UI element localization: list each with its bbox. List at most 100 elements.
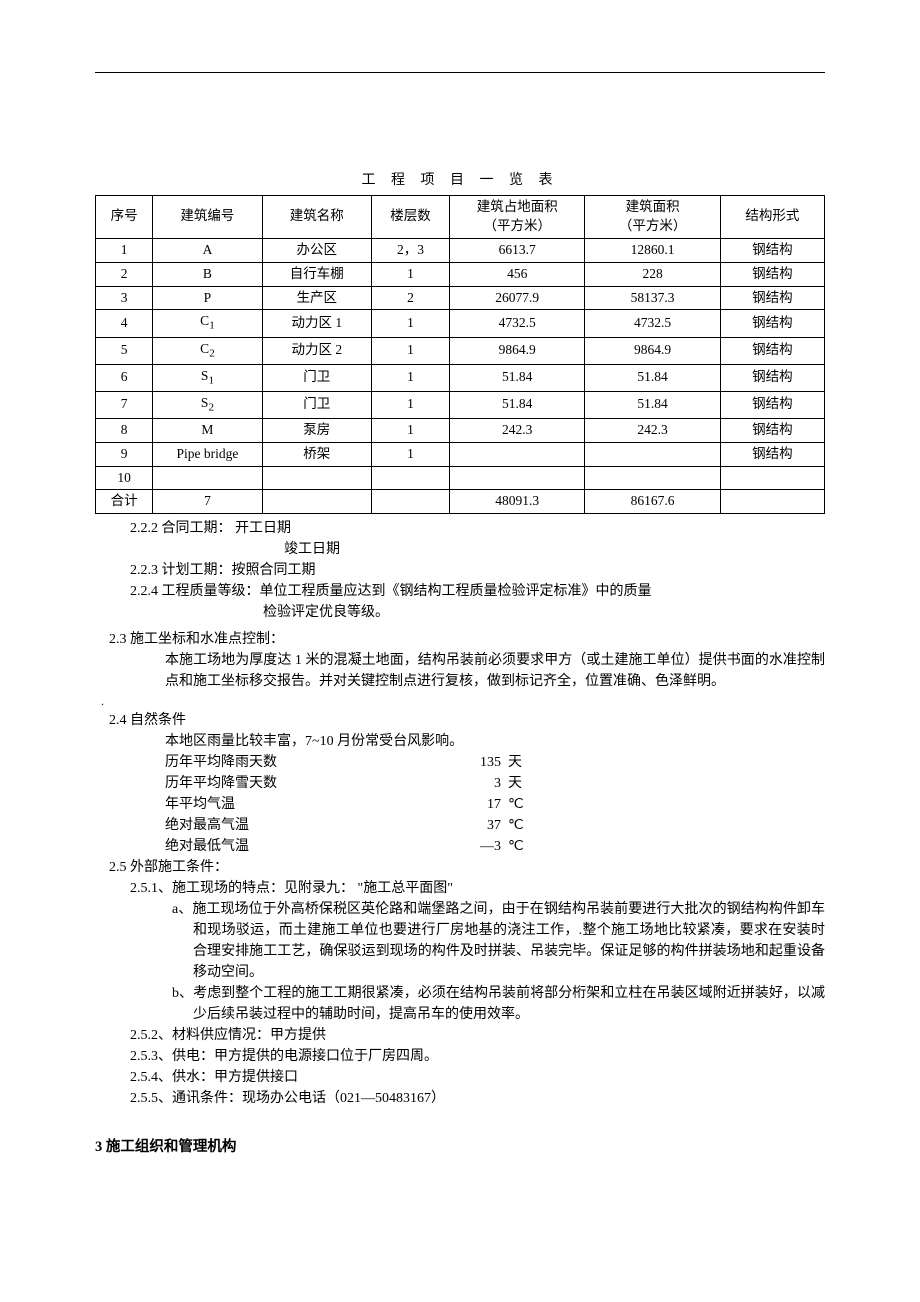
table-cell: 桥架 [262, 442, 371, 466]
table-cell: 2 [371, 286, 449, 310]
condition-row: 历年平均降雪天数3天 [95, 773, 825, 794]
condition-value: 37 [417, 815, 501, 836]
condition-label: 绝对最高气温 [165, 815, 417, 836]
condition-row: 历年平均降雨天数135天 [95, 752, 825, 773]
table-cell: 242.3 [450, 418, 585, 442]
table-cell: 4732.5 [450, 310, 585, 337]
table-cell: 钢结构 [720, 391, 824, 418]
condition-unit: 天 [501, 773, 550, 794]
document-page: 工 程 项 目 一 览 表 序号 建筑编号 建筑名称 楼层数 建筑占地面积（平方… [0, 0, 920, 1219]
conditions-list: 历年平均降雨天数135天历年平均降雪天数3天年平均气温17℃绝对最高气温37℃绝… [95, 752, 825, 857]
table-cell: 泵房 [262, 418, 371, 442]
table-cell: 7 [96, 391, 153, 418]
table-cell: 钢结构 [720, 364, 824, 391]
p-254: 2.5.4、供水：甲方提供接口 [95, 1067, 825, 1088]
table-row: 3P生产区226077.958137.3钢结构 [96, 286, 825, 310]
table-cell: Pipe bridge [153, 442, 262, 466]
table-title: 工 程 项 目 一 览 表 [95, 170, 825, 191]
p-222a: 2.2.2 合同工期： 开工日期 [95, 518, 825, 539]
table-cell: 10 [96, 466, 153, 490]
table-cell: 1 [371, 310, 449, 337]
table-cell: 门卫 [262, 364, 371, 391]
table-body: 1A办公区2，36613.712860.1钢结构2B自行车棚1456228钢结构… [96, 238, 825, 514]
p-224a: 2.2.4 工程质量等级：单位工程质量应达到《钢结构工程质量检验评定标准》中的质… [95, 581, 825, 602]
table-cell: 1 [371, 337, 449, 364]
table-cell: 办公区 [262, 238, 371, 262]
table-cell: 1 [371, 442, 449, 466]
table-cell: C1 [153, 310, 262, 337]
table-cell: 9 [96, 442, 153, 466]
table-cell: 26077.9 [450, 286, 585, 310]
table-cell [371, 490, 449, 514]
table-cell: S2 [153, 391, 262, 418]
table-cell: 1 [371, 364, 449, 391]
table-cell: 8 [96, 418, 153, 442]
table-cell: 钢结构 [720, 337, 824, 364]
table-cell [720, 466, 824, 490]
condition-value: 17 [417, 794, 501, 815]
table-cell: 2 [96, 262, 153, 286]
table-cell: 4732.5 [585, 310, 720, 337]
project-table: 序号 建筑编号 建筑名称 楼层数 建筑占地面积（平方米） 建筑面积（平方米） 结… [95, 195, 825, 514]
table-cell: 51.84 [585, 364, 720, 391]
table-row: 7S2门卫151.8451.84钢结构 [96, 391, 825, 418]
table-cell: 228 [585, 262, 720, 286]
table-cell: 242.3 [585, 418, 720, 442]
p-251b: b、考虑到整个工程的施工工期很紧凑，必须在结构吊装前将部分桁架和立柱在吊装区域附… [95, 983, 825, 1025]
table-row: 10 [96, 466, 825, 490]
table-row: 合计748091.386167.6 [96, 490, 825, 514]
th-name: 建筑名称 [262, 196, 371, 239]
th-area: 建筑面积（平方米） [585, 196, 720, 239]
table-cell: 9864.9 [585, 337, 720, 364]
table-cell [371, 466, 449, 490]
p-251: 2.5.1、施工现场的特点：见附录九： "施工总平面图" [95, 878, 825, 899]
condition-unit: ℃ [501, 794, 550, 815]
p-222b: 竣工日期 [95, 539, 825, 560]
table-cell: A [153, 238, 262, 262]
table-row: 1A办公区2，36613.712860.1钢结构 [96, 238, 825, 262]
table-cell: 动力区 2 [262, 337, 371, 364]
table-head: 序号 建筑编号 建筑名称 楼层数 建筑占地面积（平方米） 建筑面积（平方米） 结… [96, 196, 825, 239]
p-224b: 检验评定优良等级。 [95, 602, 825, 623]
table-row: 4C1动力区 114732.54732.5钢结构 [96, 310, 825, 337]
table-cell: 动力区 1 [262, 310, 371, 337]
condition-value: 135 [417, 752, 501, 773]
table-cell [585, 442, 720, 466]
table-cell: 6 [96, 364, 153, 391]
table-cell: 6613.7 [450, 238, 585, 262]
table-cell: B [153, 262, 262, 286]
table-cell: 1 [96, 238, 153, 262]
table-cell: 钢结构 [720, 262, 824, 286]
th-struct: 结构形式 [720, 196, 824, 239]
condition-label: 历年平均降雪天数 [165, 773, 417, 794]
table-cell [450, 442, 585, 466]
table-cell [262, 490, 371, 514]
table-cell: 48091.3 [450, 490, 585, 514]
table-cell: 门卫 [262, 391, 371, 418]
table-cell: 51.84 [585, 391, 720, 418]
table-cell: 86167.6 [585, 490, 720, 514]
table-row: 2B自行车棚1456228钢结构 [96, 262, 825, 286]
table-cell: C2 [153, 337, 262, 364]
table-cell: 3 [96, 286, 153, 310]
table-cell: P [153, 286, 262, 310]
table-cell: 自行车棚 [262, 262, 371, 286]
p-24-head: 2.4 自然条件 [95, 710, 825, 731]
table-cell: 钢结构 [720, 310, 824, 337]
table-cell [450, 466, 585, 490]
table-cell [153, 466, 262, 490]
table-cell: 钢结构 [720, 418, 824, 442]
table-cell: 1 [371, 262, 449, 286]
condition-value: —3 [417, 836, 501, 857]
table-cell: 合计 [96, 490, 153, 514]
condition-unit: 天 [501, 752, 550, 773]
table-cell: 1 [371, 418, 449, 442]
table-cell: M [153, 418, 262, 442]
table-row: 8M泵房1242.3242.3钢结构 [96, 418, 825, 442]
table-cell: 51.84 [450, 364, 585, 391]
condition-label: 历年平均降雨天数 [165, 752, 417, 773]
table-cell [585, 466, 720, 490]
table-cell: 9864.9 [450, 337, 585, 364]
condition-label: 年平均气温 [165, 794, 417, 815]
condition-label: 绝对最低气温 [165, 836, 417, 857]
